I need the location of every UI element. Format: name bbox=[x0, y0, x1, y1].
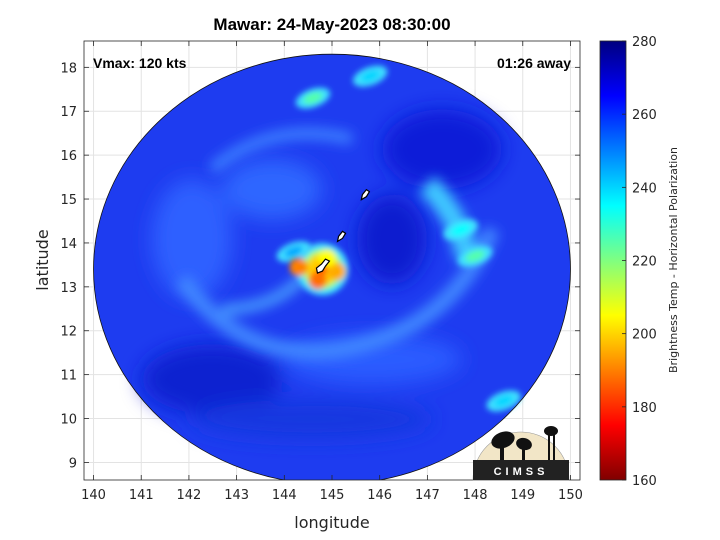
y-tick-label: 18 bbox=[60, 61, 77, 76]
colorbar-tick-label: 260 bbox=[632, 108, 657, 123]
y-tick-label: 14 bbox=[60, 237, 77, 252]
colorbar-tick-label: 240 bbox=[632, 181, 657, 196]
x-tick-label: 147 bbox=[415, 488, 440, 503]
rainband-cell bbox=[494, 395, 514, 407]
y-tick-label: 10 bbox=[60, 413, 77, 428]
logo-text: CIMSS bbox=[494, 466, 549, 478]
x-tick-label: 143 bbox=[224, 488, 249, 503]
x-tick-label: 142 bbox=[177, 488, 202, 503]
x-tick-label: 141 bbox=[129, 488, 154, 503]
x-tick-label: 144 bbox=[272, 488, 297, 503]
rainband-cell bbox=[303, 92, 323, 104]
x-tick-label: 140 bbox=[81, 488, 106, 503]
colorbar-label: Brightness Temp - Horizontal Polarizatio… bbox=[667, 147, 680, 373]
rainband-cell bbox=[465, 250, 485, 262]
landmass bbox=[360, 188, 371, 201]
rainband-cell bbox=[284, 245, 304, 258]
eyewall-point bbox=[289, 258, 308, 277]
x-axis: 140 141 142 143 144 145 146 147 148 149 150 bbox=[81, 41, 583, 503]
band bbox=[175, 226, 500, 360]
y-tick-label: 17 bbox=[60, 105, 77, 120]
y-tick-label: 9 bbox=[69, 456, 77, 471]
y-axis: 9 10 11 12 13 14 15 16 17 18 bbox=[60, 61, 580, 471]
chart-title: Mawar: 24-May-2023 08:30:00 bbox=[213, 15, 450, 34]
band bbox=[208, 127, 354, 174]
colorbar bbox=[599, 40, 627, 481]
x-tick-label: 145 bbox=[320, 488, 345, 503]
landmass bbox=[336, 230, 347, 243]
x-tick-label: 148 bbox=[463, 488, 488, 503]
x-tick-label: 150 bbox=[558, 488, 583, 503]
x-tick-label: 149 bbox=[510, 488, 535, 503]
x-axis-label: longitude bbox=[294, 513, 369, 532]
y-tick-label: 11 bbox=[60, 369, 77, 384]
colorbar-ticks: 160 180 200 220 240 260 280 bbox=[622, 35, 657, 489]
swath-image bbox=[93, 53, 571, 480]
vmax-annotation: Vmax: 120 kts bbox=[93, 55, 187, 71]
y-tick-label: 13 bbox=[60, 281, 77, 296]
landmasses bbox=[315, 188, 371, 274]
landmass bbox=[315, 258, 331, 274]
y-tick-label: 16 bbox=[60, 149, 77, 164]
colorbar-tick-label: 220 bbox=[632, 255, 657, 270]
x-tick-label: 146 bbox=[367, 488, 392, 503]
colorbar-tick-label: 200 bbox=[632, 328, 657, 343]
eyewall-point bbox=[308, 271, 327, 290]
colorbar-tick-label: 160 bbox=[632, 474, 657, 489]
time-offset-annotation: 01:26 away bbox=[497, 55, 571, 71]
rainband-cell bbox=[451, 223, 471, 236]
swath-edge bbox=[93, 53, 571, 480]
y-tick-label: 15 bbox=[60, 193, 77, 208]
y-tick-label: 12 bbox=[60, 325, 77, 340]
colorbar-tick-label: 280 bbox=[632, 35, 657, 50]
rainband-cell bbox=[360, 70, 380, 82]
cimss-logo: CIMSS bbox=[472, 426, 570, 481]
swath-texture bbox=[142, 109, 502, 440]
colorbar-tick-label: 180 bbox=[632, 401, 657, 416]
eyewall-point bbox=[327, 262, 346, 281]
y-axis-label: latitude bbox=[33, 229, 52, 290]
